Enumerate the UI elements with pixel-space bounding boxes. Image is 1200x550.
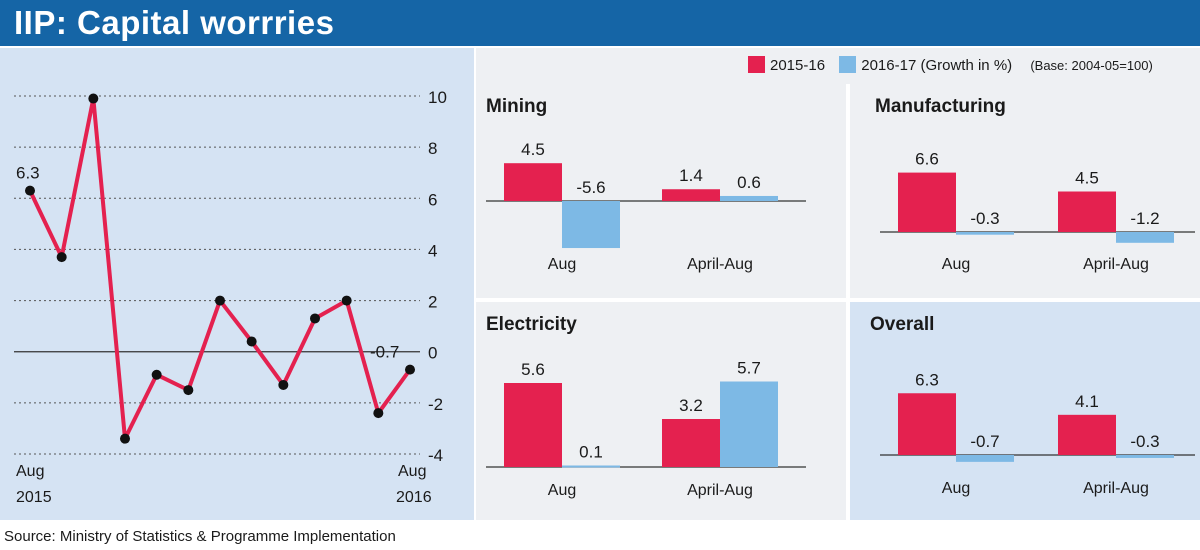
legend-base-note: (Base: 2004-05=100) (1030, 58, 1153, 73)
legend-item-series2: 2016-17 (Growth in %) (839, 56, 1012, 74)
x-start-year: 2015 (16, 489, 52, 506)
panel-divider-vertical (846, 84, 850, 520)
legend-label-series1: 2015-16 (770, 57, 826, 74)
panel-divider-horizontal (476, 298, 1200, 302)
bar-value-label: -0.3 (1130, 432, 1159, 451)
category-label: April-Aug (687, 256, 753, 273)
bar-value-label: -0.3 (970, 209, 999, 228)
x-end-month: Aug (398, 463, 426, 480)
y-tick-label: 4 (428, 241, 437, 260)
bar-series2 (562, 201, 620, 249)
legend-growth-note: (Growth in %) (920, 57, 1013, 74)
point-label: -0.7 (370, 343, 399, 362)
x-end-year: 2016 (396, 489, 432, 506)
legend-label-series2: 2016-17 (861, 57, 917, 74)
bar-series2 (562, 465, 620, 468)
bar-value-label: -1.2 (1130, 209, 1159, 228)
legend-swatch-series1 (748, 56, 765, 73)
panel-title: Electricity (486, 314, 577, 335)
bar-series2 (1116, 455, 1174, 458)
bar-series1 (662, 419, 720, 467)
bar-value-label: -5.6 (576, 178, 605, 197)
data-point (151, 369, 162, 380)
y-tick-label: -4 (428, 446, 443, 465)
panel-title: Mining (486, 96, 547, 117)
line-chart: 10 8 6 4 2 0 -2 -4 6.3 -0.7 Aug 2015 Aug 2016 (14, 88, 447, 506)
y-tick-label: 10 (428, 88, 447, 107)
category-label: April-Aug (1083, 480, 1149, 497)
data-point (215, 295, 225, 306)
data-point (341, 295, 352, 306)
panel-title: Manufacturing (875, 96, 1006, 117)
bar-series1 (504, 383, 562, 467)
panel-title: Overall (870, 314, 934, 335)
x-start-month: Aug (16, 463, 44, 480)
bar-series1 (1058, 414, 1116, 455)
electricity-chart: Electricity 5.6 0.1 Aug 3.2 5.7 April-Aug (486, 314, 806, 499)
data-point (183, 385, 194, 396)
bar-series1 (504, 163, 562, 201)
category-label: April-Aug (687, 482, 753, 499)
data-point (56, 252, 67, 263)
bar-series1 (1058, 191, 1116, 232)
y-tick-label: -2 (428, 395, 443, 414)
y-tick-label: 0 (428, 344, 437, 363)
category-label: Aug (548, 256, 576, 273)
y-tick-label: 2 (428, 293, 437, 312)
mining-chart: Mining 4.5 -5.6 Aug 1.4 0.6 April-Aug (486, 96, 806, 273)
category-label: April-Aug (1083, 256, 1149, 273)
bar-value-label: 6.6 (915, 150, 939, 169)
page-title: IIP: Capital worrries (14, 4, 335, 41)
data-point (246, 336, 257, 347)
bar-value-label: 0.1 (579, 443, 603, 462)
manufacturing-chart: Manufacturing 6.6 -0.3 Aug 4.5 -1.2 April-Aug (875, 96, 1195, 273)
bar-series2 (720, 381, 778, 467)
point-label: 6.3 (16, 164, 40, 183)
legend-swatch-series2 (839, 56, 857, 73)
bar-series1 (898, 393, 956, 455)
data-point (120, 433, 130, 444)
bar-series1 (662, 189, 720, 201)
bar-series2 (956, 455, 1014, 462)
series-line (28, 96, 412, 441)
bar-series2 (1116, 232, 1174, 243)
y-tick-label: 8 (428, 139, 437, 158)
source-note: Source: Ministry of Statistics & Program… (4, 528, 396, 545)
header-bar: IIP: Capital worrries (0, 0, 1200, 46)
category-label: Aug (548, 482, 576, 499)
bar-value-label: 4.5 (521, 140, 545, 159)
bar-series2 (720, 195, 778, 201)
data-point (88, 93, 99, 104)
bar-value-label: 1.4 (679, 166, 703, 185)
legend-item-series1: 2015-16 (748, 56, 825, 74)
overall-chart: Overall 6.3 -0.7 Aug 4.1 -0.3 April-Aug (870, 314, 1195, 497)
data-point (278, 379, 289, 390)
y-tick-label: 6 (428, 190, 437, 209)
data-point (373, 408, 384, 419)
data-point (25, 185, 35, 196)
bar-value-label: 5.7 (737, 359, 761, 378)
bar-value-label: 5.6 (521, 360, 545, 379)
bar-value-label: 3.2 (679, 396, 703, 415)
data-point (405, 364, 415, 375)
bar-value-label: -0.7 (970, 432, 999, 451)
category-label: Aug (942, 256, 970, 273)
bar-value-label: 4.5 (1075, 169, 1099, 188)
line-chart-panel: 10 8 6 4 2 0 -2 -4 6.3 -0.7 Aug 2015 Aug 2016 (0, 48, 474, 520)
bar-series1 (898, 172, 956, 232)
bar-series2 (956, 232, 1014, 235)
bar-value-label: 0.6 (737, 173, 761, 192)
data-point (310, 313, 320, 324)
bar-value-label: 6.3 (915, 370, 939, 389)
bar-value-label: 4.1 (1075, 392, 1099, 411)
category-label: Aug (942, 480, 970, 497)
legend: 2015-16 2016-17 (Growth in %) (Base: 200… (748, 56, 1153, 76)
